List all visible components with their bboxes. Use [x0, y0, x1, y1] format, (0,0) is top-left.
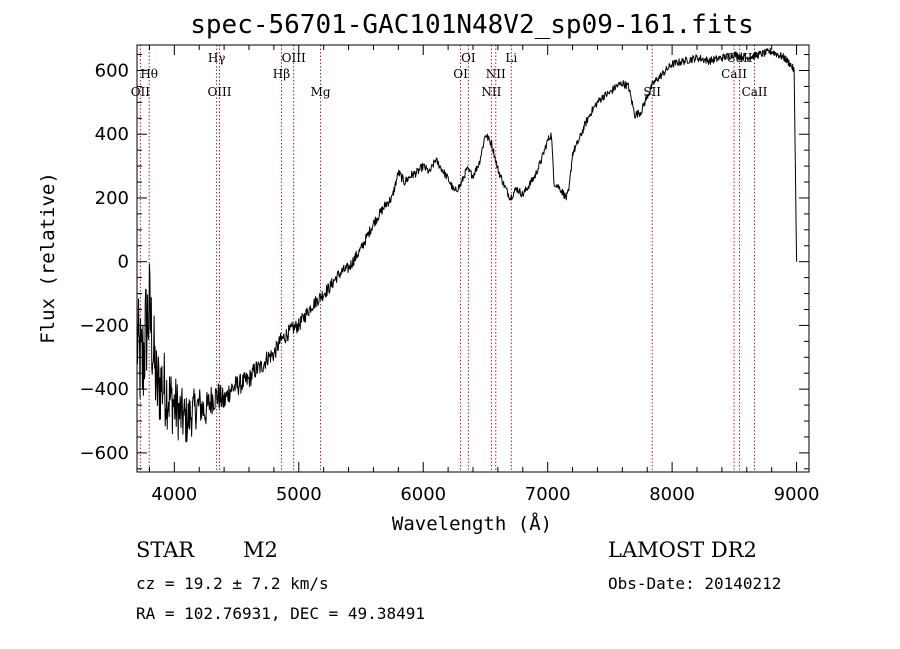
spectral-line-label: Hβ [273, 67, 290, 81]
y-tick-label: −200 [80, 315, 129, 336]
obs-date: Obs-Date: 20140212 [608, 574, 782, 593]
spectral-line-label: NII [481, 85, 501, 99]
spectral-line-label: Li [505, 51, 517, 65]
x-tick-label: 7000 [525, 484, 571, 505]
star-subclass: M2 [243, 538, 278, 562]
y-tick-label: −600 [80, 443, 129, 464]
spectrum-line [136, 47, 798, 443]
coordinates: RA = 102.76931, DEC = 49.38491 [136, 604, 425, 623]
spectral-line-label: OIII [207, 85, 231, 99]
chart-title: spec-56701-GAC101N48V2_sp09-161.fits [190, 10, 754, 40]
spectral-line-label: Hθ [140, 67, 158, 81]
x-tick-label: 9000 [774, 484, 820, 505]
spectral-line-label: OI [461, 51, 476, 65]
spectral-line-label: NII [486, 67, 506, 81]
plot-frame [136, 44, 810, 473]
spectral-line-markers: OIIHθHγOIIIHβOIIIMgOIOINIINIILiSIICaIICa… [131, 45, 768, 472]
spectral-line-label: Mg [311, 85, 331, 99]
spectral-line-label: CaII [742, 85, 768, 99]
spectral-line-label: OII [131, 85, 151, 99]
spectral-line-label: CaII [721, 67, 747, 81]
spectral-line-label: OIII [282, 51, 306, 65]
spectrum-series [136, 47, 798, 443]
survey-label: LAMOST DR2 [608, 538, 757, 562]
y-tick-label: 400 [95, 124, 129, 145]
x-tick-label: 8000 [649, 484, 695, 505]
x-tick-label: 6000 [400, 484, 446, 505]
y-tick-label: 600 [95, 60, 129, 81]
y-axis-label: Flux (relative) [37, 172, 59, 344]
redshift-value: cz = 19.2 ± 7.2 km/s [136, 574, 329, 593]
spectral-line-label: Hγ [208, 51, 226, 65]
star-class: STAR [136, 538, 195, 562]
axis-ticks: 4000 5000 6000 7000 8000 9000 −600 −400 −200 0 200… [80, 45, 820, 505]
spectral-line-label: OI [453, 67, 468, 81]
y-tick-label: 0 [118, 252, 129, 273]
x-tick-label: 5000 [276, 484, 322, 505]
y-tick-label: 200 [95, 188, 129, 209]
y-tick-label: −400 [80, 379, 129, 400]
x-tick-label: 4000 [151, 484, 197, 505]
x-axis-label: Wavelength (Å) [392, 512, 552, 535]
